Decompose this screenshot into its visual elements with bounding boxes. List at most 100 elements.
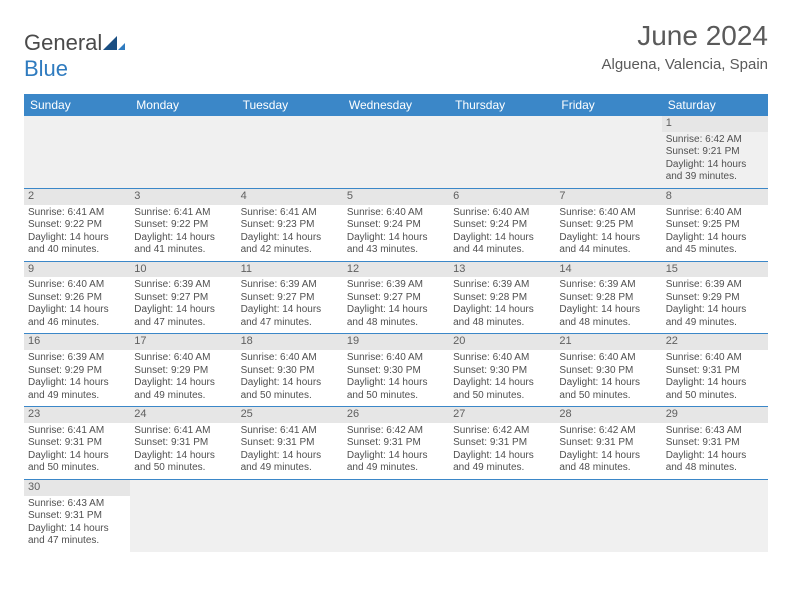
sunrise-text: Sunrise: 6:39 AM [241,279,339,292]
sunrise-text: Sunrise: 6:40 AM [666,207,764,220]
daylight-text: and 41 minutes. [134,244,232,257]
sunset-text: Sunset: 9:30 PM [453,365,551,378]
daylight-text: and 49 minutes. [453,462,551,475]
calendar-cell: 5Sunrise: 6:40 AMSunset: 9:24 PMDaylight… [343,188,449,261]
daylight-text: Daylight: 14 hours [28,232,126,245]
calendar-cell: 26Sunrise: 6:42 AMSunset: 9:31 PMDayligh… [343,407,449,480]
sunset-text: Sunset: 9:23 PM [241,219,339,232]
calendar-cell: 4Sunrise: 6:41 AMSunset: 9:23 PMDaylight… [237,188,343,261]
calendar-cell: 10Sunrise: 6:39 AMSunset: 9:27 PMDayligh… [130,261,236,334]
sunset-text: Sunset: 9:26 PM [28,292,126,305]
sunrise-text: Sunrise: 6:41 AM [134,425,232,438]
daylight-text: and 47 minutes. [241,317,339,330]
daylight-text: and 50 minutes. [134,462,232,475]
calendar-cell [343,116,449,188]
day-number: 17 [130,334,236,350]
calendar-cell: 21Sunrise: 6:40 AMSunset: 9:30 PMDayligh… [555,334,661,407]
day-number: 22 [662,334,768,350]
sunrise-text: Sunrise: 6:41 AM [28,425,126,438]
daylight-text: and 40 minutes. [28,244,126,257]
daylight-text: Daylight: 14 hours [453,450,551,463]
calendar-cell: 12Sunrise: 6:39 AMSunset: 9:27 PMDayligh… [343,261,449,334]
daylight-text: and 48 minutes. [347,317,445,330]
brand-name: GeneralBlue [24,30,125,82]
calendar-cell: 3Sunrise: 6:41 AMSunset: 9:22 PMDaylight… [130,188,236,261]
daylight-text: Daylight: 14 hours [666,377,764,390]
calendar-cell: 30Sunrise: 6:43 AMSunset: 9:31 PMDayligh… [24,479,130,551]
daylight-text: Daylight: 14 hours [134,450,232,463]
daylight-text: Daylight: 14 hours [559,450,657,463]
brand-logo: GeneralBlue [24,30,125,82]
sunset-text: Sunset: 9:30 PM [559,365,657,378]
daylight-text: and 42 minutes. [241,244,339,257]
daylight-text: Daylight: 14 hours [666,304,764,317]
calendar-cell [130,479,236,551]
day-number: 15 [662,262,768,278]
calendar-cell [237,116,343,188]
calendar-week-row: 1Sunrise: 6:42 AMSunset: 9:21 PMDaylight… [24,116,768,188]
sunrise-text: Sunrise: 6:40 AM [134,352,232,365]
day-number: 9 [24,262,130,278]
daylight-text: and 48 minutes. [453,317,551,330]
day-number: 29 [662,407,768,423]
daylight-text: and 39 minutes. [666,171,764,184]
day-number: 28 [555,407,661,423]
sunrise-text: Sunrise: 6:42 AM [559,425,657,438]
day-number: 2 [24,189,130,205]
weekday-header: Saturday [662,94,768,116]
daylight-text: Daylight: 14 hours [28,377,126,390]
sunrise-text: Sunrise: 6:39 AM [666,279,764,292]
calendar-cell: 13Sunrise: 6:39 AMSunset: 9:28 PMDayligh… [449,261,555,334]
daylight-text: and 48 minutes. [559,462,657,475]
daylight-text: Daylight: 14 hours [666,159,764,172]
sunset-text: Sunset: 9:29 PM [666,292,764,305]
calendar-cell: 1Sunrise: 6:42 AMSunset: 9:21 PMDaylight… [662,116,768,188]
daylight-text: Daylight: 14 hours [134,232,232,245]
weekday-header: Thursday [449,94,555,116]
day-number: 26 [343,407,449,423]
daylight-text: Daylight: 14 hours [453,377,551,390]
day-number: 30 [24,480,130,496]
day-number: 10 [130,262,236,278]
daylight-text: and 43 minutes. [347,244,445,257]
daylight-text: Daylight: 14 hours [28,523,126,536]
sunrise-text: Sunrise: 6:40 AM [28,279,126,292]
sunset-text: Sunset: 9:31 PM [559,437,657,450]
daylight-text: Daylight: 14 hours [134,304,232,317]
daylight-text: and 49 minutes. [134,390,232,403]
sunset-text: Sunset: 9:27 PM [347,292,445,305]
day-number: 25 [237,407,343,423]
calendar-cell: 6Sunrise: 6:40 AMSunset: 9:24 PMDaylight… [449,188,555,261]
sunset-text: Sunset: 9:30 PM [347,365,445,378]
daylight-text: Daylight: 14 hours [453,232,551,245]
daylight-text: and 47 minutes. [28,535,126,548]
calendar-week-row: 2Sunrise: 6:41 AMSunset: 9:22 PMDaylight… [24,188,768,261]
day-number: 5 [343,189,449,205]
daylight-text: and 47 minutes. [134,317,232,330]
sunset-text: Sunset: 9:28 PM [559,292,657,305]
daylight-text: Daylight: 14 hours [559,232,657,245]
calendar-cell: 17Sunrise: 6:40 AMSunset: 9:29 PMDayligh… [130,334,236,407]
calendar-cell: 24Sunrise: 6:41 AMSunset: 9:31 PMDayligh… [130,407,236,480]
sunset-text: Sunset: 9:21 PM [666,146,764,159]
calendar-cell: 22Sunrise: 6:40 AMSunset: 9:31 PMDayligh… [662,334,768,407]
day-number: 20 [449,334,555,350]
sunset-text: Sunset: 9:29 PM [134,365,232,378]
sunrise-text: Sunrise: 6:42 AM [453,425,551,438]
daylight-text: Daylight: 14 hours [241,377,339,390]
calendar-cell [662,479,768,551]
day-number: 18 [237,334,343,350]
calendar-cell: 27Sunrise: 6:42 AMSunset: 9:31 PMDayligh… [449,407,555,480]
calendar-cell: 15Sunrise: 6:39 AMSunset: 9:29 PMDayligh… [662,261,768,334]
sunrise-text: Sunrise: 6:40 AM [559,207,657,220]
sunset-text: Sunset: 9:28 PM [453,292,551,305]
sunset-text: Sunset: 9:30 PM [241,365,339,378]
weekday-header: Friday [555,94,661,116]
daylight-text: Daylight: 14 hours [28,450,126,463]
day-number: 14 [555,262,661,278]
daylight-text: and 50 minutes. [559,390,657,403]
day-number: 21 [555,334,661,350]
weekday-header: Tuesday [237,94,343,116]
sunrise-text: Sunrise: 6:40 AM [347,207,445,220]
calendar-cell [555,479,661,551]
